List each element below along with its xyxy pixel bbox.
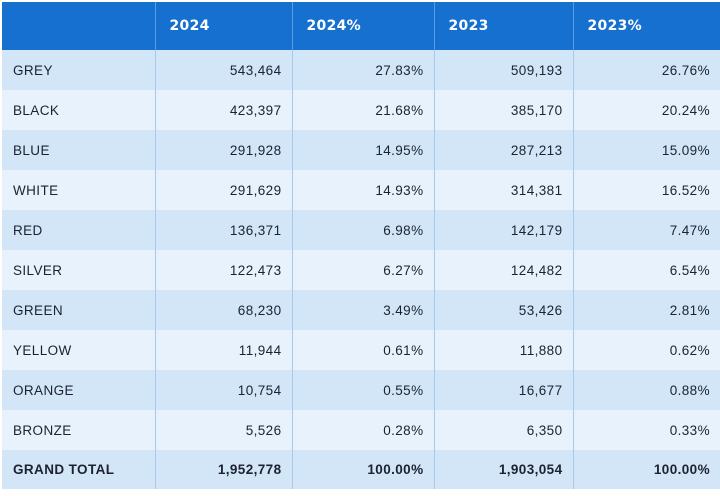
table-row: YELLOW 11,944 0.61% 11,880 0.62% [2, 330, 720, 370]
cell-value-2023: 53,426 [434, 290, 574, 330]
cell-value-2024: 291,928 [155, 130, 293, 170]
cell-pct-2024: 27.83% [292, 50, 435, 90]
table-row: RED 136,371 6.98% 142,179 7.47% [2, 210, 720, 250]
table-row: GREY 543,464 27.83% 509,193 26.76% [2, 50, 720, 90]
cell-value-2024: 136,371 [155, 210, 293, 250]
cell-pct-2024: 100.00% [292, 450, 435, 489]
grand-total-row: GRAND TOTAL 1,952,778 100.00% 1,903,054 100.… [2, 450, 720, 489]
cell-value-2024: 11,944 [155, 330, 293, 370]
cell-colour: WHITE [2, 170, 156, 210]
cell-value-2024: 122,473 [155, 250, 293, 290]
cell-pct-2024: 6.98% [292, 210, 435, 250]
table-row: BRONZE 5,526 0.28% 6,350 0.33% [2, 410, 720, 450]
table-row: BLACK 423,397 21.68% 385,170 20.24% [2, 90, 720, 130]
cell-value-2023: 11,880 [434, 330, 574, 370]
cell-pct-2023: 16.52% [573, 170, 720, 210]
cell-pct-2023: 20.24% [573, 90, 720, 130]
table-row: SILVER 122,473 6.27% 124,482 6.54% [2, 250, 720, 290]
cell-pct-2023: 15.09% [573, 130, 720, 170]
cell-pct-2024: 3.49% [292, 290, 435, 330]
header-cell-2023: 2023 [434, 2, 574, 50]
cell-value-2023: 287,213 [434, 130, 574, 170]
cell-pct-2023: 7.47% [573, 210, 720, 250]
cell-value-2024: 5,526 [155, 410, 293, 450]
cell-value-2023: 124,482 [434, 250, 574, 290]
table-row: BLUE 291,928 14.95% 287,213 15.09% [2, 130, 720, 170]
cell-value-2023: 385,170 [434, 90, 574, 130]
cell-value-2023: 314,381 [434, 170, 574, 210]
cell-pct-2023: 0.88% [573, 370, 720, 410]
cell-value-2023: 509,193 [434, 50, 574, 90]
cell-colour: ORANGE [2, 370, 156, 410]
cell-value-2024: 543,464 [155, 50, 293, 90]
cell-colour: GREY [2, 50, 156, 90]
header-row: 2024 2024% 2023 2023% [2, 2, 720, 50]
table-row: GREEN 68,230 3.49% 53,426 2.81% [2, 290, 720, 330]
cell-colour: YELLOW [2, 330, 156, 370]
cell-pct-2024: 0.55% [292, 370, 435, 410]
cell-pct-2023: 2.81% [573, 290, 720, 330]
cell-pct-2024: 6.27% [292, 250, 435, 290]
cell-colour: RED [2, 210, 156, 250]
cell-colour: BLACK [2, 90, 156, 130]
cell-pct-2023: 100.00% [573, 450, 720, 489]
table-row: WHITE 291,629 14.93% 314,381 16.52% [2, 170, 720, 210]
cell-pct-2023: 6.54% [573, 250, 720, 290]
cell-value-2024: 68,230 [155, 290, 293, 330]
cell-colour: GRAND TOTAL [2, 450, 156, 489]
table-body: GREY 543,464 27.83% 509,193 26.76% BLACK 423,3… [2, 50, 720, 489]
cell-value-2024: 1,952,778 [155, 450, 293, 489]
header-cell-2024: 2024 [155, 2, 293, 50]
cell-pct-2023: 0.62% [573, 330, 720, 370]
header-cell-2024-pct: 2024% [292, 2, 435, 50]
cell-pct-2024: 21.68% [292, 90, 435, 130]
colour-sales-table: 2024 2024% 2023 2023% GREY 543,464 27.83% 5… [2, 2, 720, 489]
cell-colour: GREEN [2, 290, 156, 330]
cell-value-2023: 1,903,054 [434, 450, 574, 489]
cell-pct-2024: 14.93% [292, 170, 435, 210]
table-header: 2024 2024% 2023 2023% [2, 2, 720, 50]
cell-colour: SILVER [2, 250, 156, 290]
cell-colour: BRONZE [2, 410, 156, 450]
cell-value-2023: 6,350 [434, 410, 574, 450]
table-row: ORANGE 10,754 0.55% 16,677 0.88% [2, 370, 720, 410]
cell-value-2024: 10,754 [155, 370, 293, 410]
cell-colour: BLUE [2, 130, 156, 170]
header-cell-2023-pct: 2023% [573, 2, 720, 50]
cell-value-2024: 423,397 [155, 90, 293, 130]
header-cell-colour [2, 2, 156, 50]
cell-value-2023: 16,677 [434, 370, 574, 410]
cell-pct-2023: 0.33% [573, 410, 720, 450]
cell-pct-2023: 26.76% [573, 50, 720, 90]
cell-pct-2024: 0.28% [292, 410, 435, 450]
cell-value-2024: 291,629 [155, 170, 293, 210]
cell-pct-2024: 14.95% [292, 130, 435, 170]
cell-pct-2024: 0.61% [292, 330, 435, 370]
cell-value-2023: 142,179 [434, 210, 574, 250]
